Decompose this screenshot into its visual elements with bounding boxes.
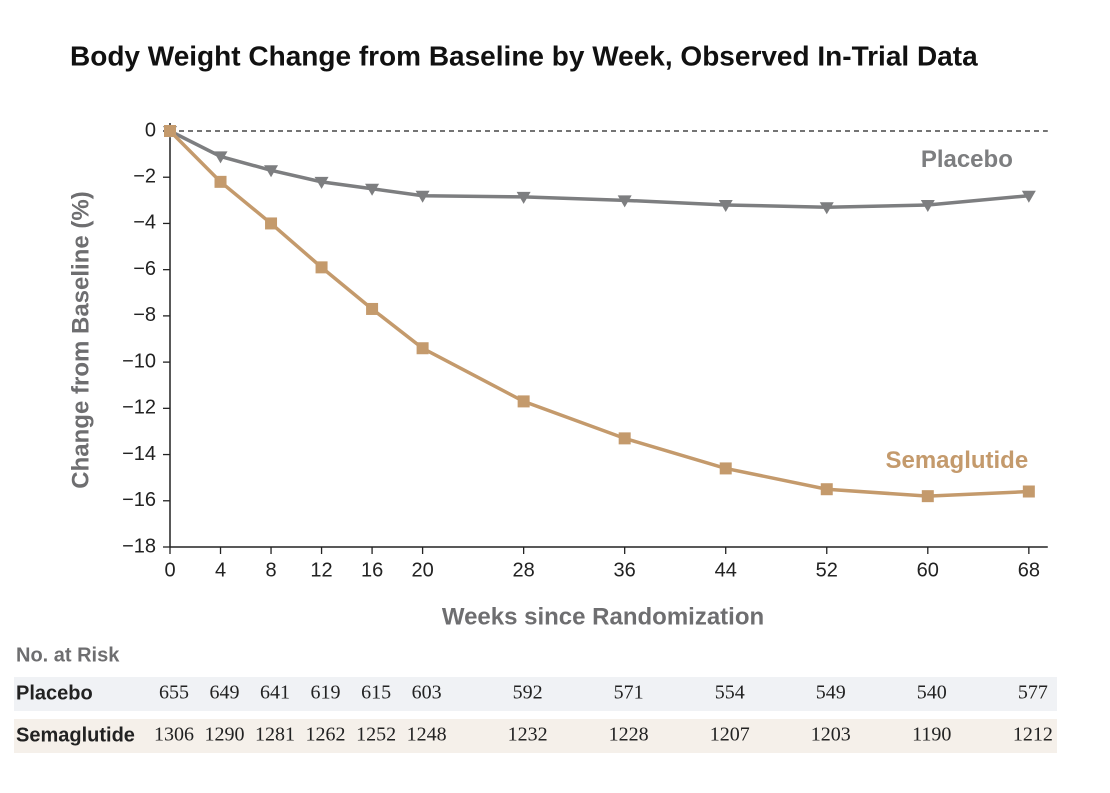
x-tick-label: 36 <box>614 559 636 581</box>
risk-count: 554 <box>715 682 745 704</box>
point-marker <box>819 202 834 215</box>
x-tick-label: 12 <box>310 559 332 581</box>
risk-count: 1190 <box>912 724 951 746</box>
y-tick-label: −14 <box>122 443 156 465</box>
point-marker <box>213 151 228 164</box>
risk-count: 1207 <box>710 724 750 746</box>
series-label: Semaglutide <box>885 447 1028 474</box>
risk-count: 540 <box>917 682 947 704</box>
point-marker <box>214 175 227 188</box>
risk-count: 1232 <box>508 724 548 746</box>
point-marker <box>315 261 328 274</box>
risk-table-title: No. at Risk <box>16 644 120 666</box>
risk-count: 1306 <box>154 724 194 746</box>
x-tick-label: 8 <box>265 559 276 581</box>
risk-count: 649 <box>210 682 240 704</box>
point-marker <box>617 195 632 208</box>
risk-count: 577 <box>1018 682 1048 704</box>
risk-count: 571 <box>614 682 644 704</box>
risk-count: 641 <box>260 682 290 704</box>
x-tick-label: 28 <box>513 559 535 581</box>
risk-count: 1290 <box>205 724 245 746</box>
x-tick-label: 68 <box>1018 559 1040 581</box>
risk-count: 1262 <box>306 724 346 746</box>
risk-row-band <box>14 719 1057 753</box>
x-tick-label: 52 <box>816 559 838 581</box>
risk-count: 619 <box>311 682 341 704</box>
point-marker <box>718 199 733 212</box>
risk-count: 549 <box>816 682 846 704</box>
x-tick-label: 4 <box>215 559 226 581</box>
point-marker <box>920 199 935 212</box>
point-marker <box>265 217 278 230</box>
x-axis-title: Weeks since Randomization <box>442 603 764 630</box>
risk-row-band <box>14 677 1057 711</box>
x-tick-label: 0 <box>164 559 175 581</box>
risk-count: 1281 <box>255 724 295 746</box>
point-marker <box>164 125 176 137</box>
y-tick-label: −4 <box>133 212 156 234</box>
point-marker <box>618 432 631 445</box>
point-marker <box>517 395 530 408</box>
point-marker <box>921 490 934 503</box>
risk-count: 655 <box>159 682 189 704</box>
y-axis-title: Change from Baseline (%) <box>67 191 94 488</box>
y-tick-label: −6 <box>133 258 156 280</box>
x-tick-label: 44 <box>715 559 737 581</box>
y-tick-label: −16 <box>122 489 156 511</box>
point-marker <box>366 302 379 315</box>
x-tick-label: 16 <box>361 559 383 581</box>
series-line <box>169 129 1029 210</box>
chart-title: Body Weight Change from Baseline by Week… <box>70 40 978 71</box>
risk-count: 603 <box>412 682 442 704</box>
point-marker <box>314 176 329 189</box>
risk-count: 1252 <box>356 724 396 746</box>
risk-count: 1203 <box>811 724 851 746</box>
series-label: Placebo <box>921 146 1013 173</box>
y-tick-label: −2 <box>133 166 156 188</box>
point-marker <box>416 342 429 355</box>
point-marker <box>264 165 279 178</box>
point-marker <box>1022 485 1035 498</box>
y-tick-label: −12 <box>122 397 156 419</box>
risk-count: 615 <box>361 682 391 704</box>
y-tick-label: 0 <box>145 119 156 141</box>
y-tick-label: −10 <box>122 350 156 372</box>
point-marker <box>820 483 833 496</box>
series-line <box>168 129 1029 498</box>
point-marker <box>1021 190 1036 203</box>
point-marker <box>415 190 430 203</box>
point-marker <box>365 183 380 196</box>
risk-count: 1248 <box>407 724 447 746</box>
y-tick-label: −8 <box>133 304 156 326</box>
x-tick-label: 20 <box>411 559 433 581</box>
risk-count: 1212 <box>1013 724 1053 746</box>
risk-count: 1228 <box>609 724 649 746</box>
risk-count: 592 <box>513 682 543 704</box>
y-tick-label: −18 <box>122 535 156 557</box>
point-marker <box>516 191 531 204</box>
risk-row-label: Placebo <box>16 682 93 704</box>
x-tick-label: 60 <box>917 559 939 581</box>
point-marker <box>719 462 732 475</box>
risk-row-label: Semaglutide <box>16 724 135 746</box>
